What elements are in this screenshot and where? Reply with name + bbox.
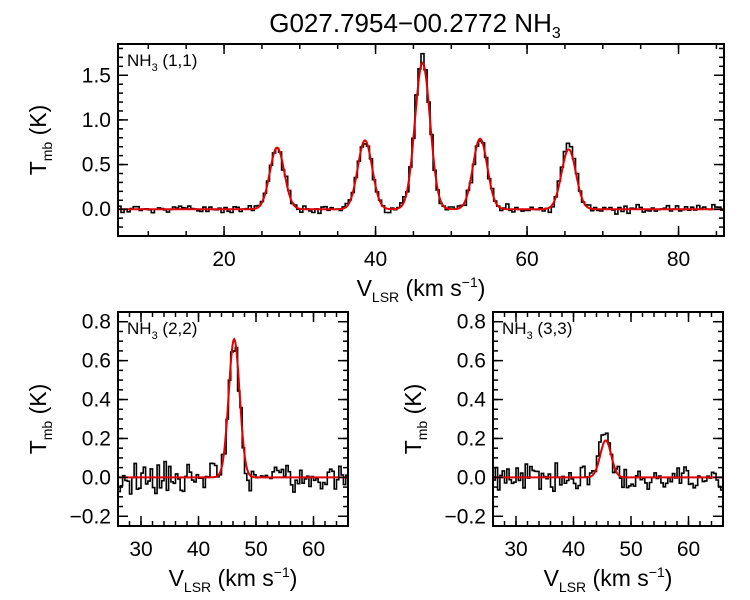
x-axis-label-superscript: −1 bbox=[649, 564, 665, 580]
y-tick-label: 0.4 bbox=[82, 389, 112, 412]
y-tick-label: 0.5 bbox=[82, 154, 111, 177]
x-axis-label-unit: (km s bbox=[586, 565, 649, 591]
transition-label-molecule: NH bbox=[502, 319, 527, 338]
x-tick-label: 40 bbox=[562, 538, 585, 561]
y-tick-label: 0.8 bbox=[82, 311, 111, 334]
y-tick-label: −0.2 bbox=[445, 505, 486, 528]
y-tick-label: 0.8 bbox=[457, 311, 486, 334]
x-axis-label-symbol: V bbox=[357, 275, 373, 301]
y-axis-label-symbol: T bbox=[25, 440, 51, 454]
x-tick-label: 60 bbox=[677, 538, 700, 561]
y-axis-label-symbol: T bbox=[400, 440, 426, 454]
x-tick-label: 50 bbox=[619, 538, 642, 561]
x-tick-label: 30 bbox=[504, 538, 527, 561]
y-tick-label: 0.6 bbox=[457, 350, 486, 373]
transition-label: NH3 (1,1) bbox=[127, 51, 197, 74]
y-tick-label: 0.2 bbox=[82, 427, 111, 450]
x-axis-label-unit: (km s bbox=[211, 565, 274, 591]
y-tick-label: 0.2 bbox=[457, 427, 486, 450]
transition-label-molecule: NH bbox=[127, 319, 152, 338]
x-axis-label-subscript: LSR bbox=[559, 579, 586, 595]
y-tick-label: 0.0 bbox=[457, 466, 486, 489]
y-axis-label-subscript: mb bbox=[39, 142, 55, 162]
x-tick-label: 20 bbox=[212, 248, 235, 271]
x-axis-label-symbol: V bbox=[169, 565, 185, 591]
observed-spectrum-line bbox=[118, 346, 348, 495]
x-axis-label-close: ) bbox=[665, 565, 673, 591]
x-axis-label-subscript: LSR bbox=[372, 289, 399, 305]
y-tick-label: 0.0 bbox=[82, 466, 111, 489]
transition-label: NH3 (2,2) bbox=[127, 319, 197, 342]
x-tick-label: 80 bbox=[667, 248, 690, 271]
transition-label-subscript: 3 bbox=[152, 62, 158, 74]
y-tick-label: 1.0 bbox=[82, 109, 111, 132]
x-axis-label-superscript: −1 bbox=[274, 564, 290, 580]
x-tick-label: 50 bbox=[244, 538, 267, 561]
nh3-11-panel: 20 40 60 80 0.0 0.5 1.0 1.5 NH3 (1,1) VLSR (km s−… bbox=[25, 43, 725, 305]
y-axis-label-unit: (K) bbox=[25, 384, 51, 421]
nh3-22-panel: 30 40 50 60 −0.2 0.0 0.2 0.4 0.6 0.8 NH3 (2,2) VLSR… bbox=[25, 311, 349, 595]
y-tick-label: 1.5 bbox=[82, 64, 111, 87]
plot-frame bbox=[492, 311, 724, 527]
fit-model-line bbox=[118, 337, 348, 479]
y-axis-label-unit: (K) bbox=[25, 105, 51, 142]
x-axis-label: VLSR (km s−1) bbox=[169, 564, 298, 595]
observed-spectrum-line bbox=[118, 52, 724, 215]
y-tick-label: 0.4 bbox=[457, 389, 487, 412]
transition-label-subscript: 3 bbox=[527, 330, 533, 342]
y-tick-label: 0.6 bbox=[82, 350, 111, 373]
y-tick-label: −0.2 bbox=[70, 505, 111, 528]
plot-frame bbox=[117, 43, 725, 237]
figure-title: G027.7954−00.2772 NH3 bbox=[269, 8, 561, 42]
y-axis-label-subscript: mb bbox=[39, 421, 55, 441]
transition-label-quantum-numbers: (3,3) bbox=[533, 319, 573, 338]
x-axis-label: VLSR (km s−1) bbox=[357, 274, 486, 305]
y-axis-label: Tmb (K) bbox=[25, 384, 55, 455]
y-axis-label-subscript: mb bbox=[414, 421, 430, 441]
fit-model-line bbox=[118, 61, 724, 211]
fit-model-line bbox=[493, 439, 723, 479]
transition-label-molecule: NH bbox=[127, 51, 152, 70]
x-tick-label: 60 bbox=[515, 248, 538, 271]
x-axis-label-unit: (km s bbox=[399, 275, 462, 301]
y-axis-label: Tmb (K) bbox=[400, 384, 430, 455]
transition-label-subscript: 3 bbox=[152, 330, 158, 342]
x-axis-label-close: ) bbox=[290, 565, 298, 591]
transition-label-quantum-numbers: (2,2) bbox=[158, 319, 198, 338]
nh3-33-panel: 30 40 50 60 −0.2 0.0 0.2 0.4 0.6 0.8 NH3 (3,3) VLSR… bbox=[400, 311, 724, 595]
x-axis-label-close: ) bbox=[478, 275, 486, 301]
x-tick-label: 40 bbox=[187, 538, 210, 561]
x-axis-label-subscript: LSR bbox=[184, 579, 211, 595]
x-axis-label-symbol: V bbox=[544, 565, 560, 591]
x-axis-label: VLSR (km s−1) bbox=[544, 564, 673, 595]
y-axis-label-unit: (K) bbox=[400, 384, 426, 421]
transition-label: NH3 (3,3) bbox=[502, 319, 572, 342]
x-axis-label-superscript: −1 bbox=[462, 274, 478, 290]
y-axis-label-symbol: T bbox=[25, 161, 51, 175]
x-tick-label: 60 bbox=[302, 538, 325, 561]
x-tick-label: 30 bbox=[129, 538, 152, 561]
y-tick-label: 0.0 bbox=[82, 198, 111, 221]
x-tick-label: 40 bbox=[364, 248, 387, 271]
y-axis-label: Tmb (K) bbox=[25, 105, 55, 176]
transition-label-quantum-numbers: (1,1) bbox=[158, 51, 198, 70]
